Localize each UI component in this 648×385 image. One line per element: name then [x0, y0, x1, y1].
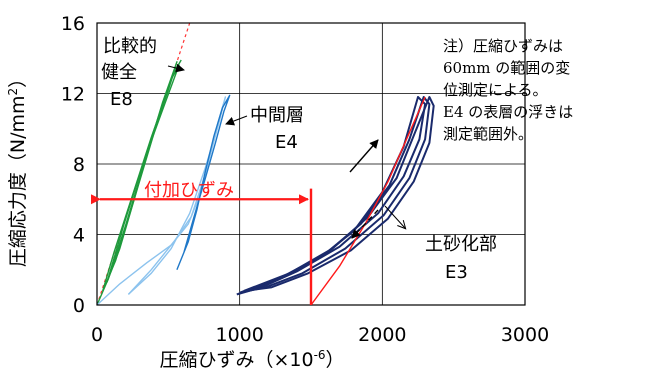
y-tick-label: 4: [73, 225, 85, 247]
series-E3: [239, 96, 431, 294]
e4-pointer: [225, 115, 248, 126]
e8-label-line2: 健全: [101, 62, 137, 83]
tick-labels: 0 1000 2000 3000 0 4 8 12 16: [61, 13, 549, 346]
e3-label-line1: 土砂化部: [425, 234, 497, 255]
e4-label-line1: 中間層: [250, 105, 304, 126]
added-strain-marker: 付加ひずみ: [91, 180, 313, 305]
y-tick-label: 8: [73, 154, 85, 176]
x-tick-label: 2000: [358, 324, 406, 346]
loading-arrow: [349, 139, 379, 173]
added-strain-label: 付加ひずみ: [144, 180, 234, 201]
series-E4-light: [127, 102, 225, 295]
note-line: 位測定による。: [443, 81, 548, 99]
x-tick-label: 3000: [501, 324, 549, 346]
unloading-arrow: [351, 209, 379, 239]
x-tick-label: 0: [91, 324, 103, 346]
series-E3-red: [310, 96, 426, 306]
x-axis-title: 圧縮ひずみ（×10-6）: [159, 348, 344, 371]
e3-pointer: [384, 205, 405, 228]
x-tick-label: 1000: [215, 324, 263, 346]
series-E8: [96, 61, 178, 306]
y-tick-label: 16: [61, 13, 85, 35]
e8-label-code: E8: [110, 89, 133, 110]
e3-label-code: E3: [445, 262, 468, 283]
e4-label-code: E4: [275, 132, 298, 153]
y-axis-title: 圧縮応力度（N/mm2）: [6, 69, 29, 267]
note-line: 60mm の範囲の変: [443, 59, 570, 77]
y-tick-label: 12: [61, 84, 85, 106]
note-line: 注）圧縮ひずみは: [443, 37, 563, 55]
note-line: 測定範囲外。: [443, 125, 533, 143]
series-E4-light: [96, 96, 227, 306]
e8-label-line1: 比較的: [103, 36, 157, 57]
y-tick-label: 0: [73, 295, 85, 317]
series-E3: [243, 96, 435, 292]
series-E4-dark: [176, 94, 231, 271]
e8-pointer: [167, 63, 185, 73]
note-line: E4 の表層の浮きは: [443, 103, 573, 121]
